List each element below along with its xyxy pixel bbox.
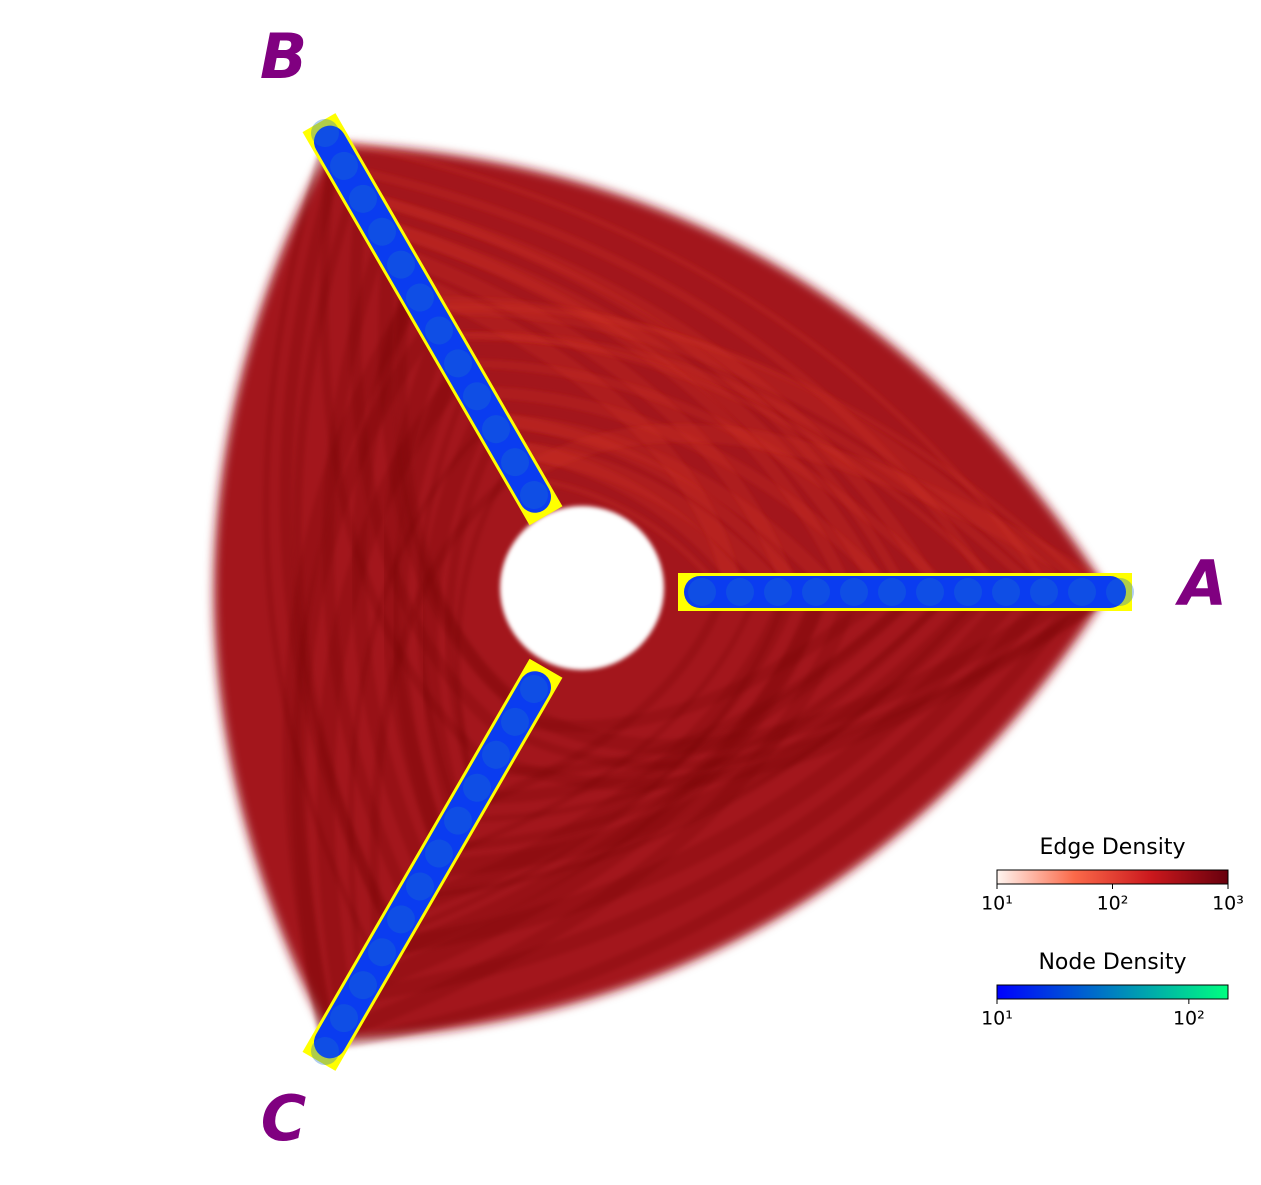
- edge-curve: [419, 406, 494, 825]
- colorbar: [996, 984, 1229, 1000]
- node: [368, 217, 396, 246]
- edge-curve: [355, 587, 1054, 1003]
- edge-curve: [507, 588, 1117, 771]
- node: [1030, 578, 1058, 606]
- tick-label: 10²: [1173, 1008, 1205, 1030]
- node: [425, 839, 453, 868]
- node: [954, 578, 982, 606]
- node: [840, 578, 868, 606]
- node: [463, 773, 491, 802]
- edge-curve: [424, 296, 1071, 599]
- node: [1068, 578, 1096, 606]
- tick-label: 10³: [1212, 893, 1244, 915]
- node: [726, 578, 754, 606]
- edge-curve: [394, 272, 526, 715]
- node: [520, 481, 548, 510]
- node: [520, 674, 548, 703]
- edge-curve: [376, 589, 830, 964]
- edge-curve: [328, 136, 1055, 594]
- node: [688, 578, 716, 606]
- node: [330, 1004, 358, 1033]
- node: [1106, 578, 1134, 606]
- axis-label: B: [260, 20, 307, 93]
- edge-curve: [263, 134, 380, 964]
- tick-label: 10²: [1097, 893, 1129, 915]
- edge-curve: [430, 585, 992, 878]
- edge-curve: [327, 588, 1086, 1051]
- node: [878, 578, 906, 606]
- edge-curve: [404, 588, 799, 916]
- node: [406, 283, 434, 312]
- axis-nodes: [684, 576, 1126, 608]
- node: [501, 707, 529, 736]
- edge-curve: [523, 474, 725, 594]
- axis-label: C: [261, 1082, 307, 1155]
- node: [311, 119, 340, 148]
- hive-axis: [302, 113, 563, 526]
- edge-curve: [488, 411, 808, 596]
- node: [992, 578, 1020, 606]
- node: [444, 349, 472, 378]
- colorbar: [996, 869, 1229, 885]
- colorbar-title: Edge Density: [1040, 835, 1186, 860]
- edge-curve: [322, 232, 415, 908]
- node: [916, 578, 944, 606]
- node: [311, 1036, 339, 1065]
- edge-curve: [291, 318, 441, 1047]
- tick-label: 10¹: [981, 1008, 1013, 1030]
- node: [482, 415, 510, 444]
- node: [406, 872, 434, 901]
- node: [368, 938, 396, 967]
- edge-curve: [384, 586, 1023, 956]
- hive-axis: [678, 573, 1134, 611]
- tick-label: 10¹: [981, 893, 1013, 915]
- edge-curve: [292, 183, 398, 936]
- node: [463, 382, 491, 411]
- node: [444, 806, 472, 835]
- edge-curve: [391, 358, 464, 853]
- axis-nodes: [314, 671, 551, 1059]
- axis-label: A: [1174, 547, 1227, 620]
- colorbar-title: Node Density: [1038, 950, 1186, 975]
- node: [802, 578, 830, 606]
- node: [330, 151, 359, 180]
- node: [387, 905, 415, 934]
- node: [764, 578, 792, 606]
- hive-axis: [302, 658, 563, 1071]
- edge-curve: [504, 439, 753, 597]
- edge-curve: [454, 458, 517, 794]
- node: [349, 184, 378, 213]
- edge-curve: [514, 587, 890, 733]
- node: [482, 740, 510, 769]
- node: [425, 316, 453, 345]
- edge-curve: [457, 358, 954, 596]
- node: [387, 250, 415, 279]
- axis-nodes: [314, 125, 551, 513]
- center-hole: [500, 506, 664, 670]
- node: [501, 448, 529, 477]
- edge-curve: [435, 590, 760, 861]
- edge-curve: [441, 331, 1010, 595]
- node: [349, 971, 377, 1000]
- edges: [213, 134, 1117, 1051]
